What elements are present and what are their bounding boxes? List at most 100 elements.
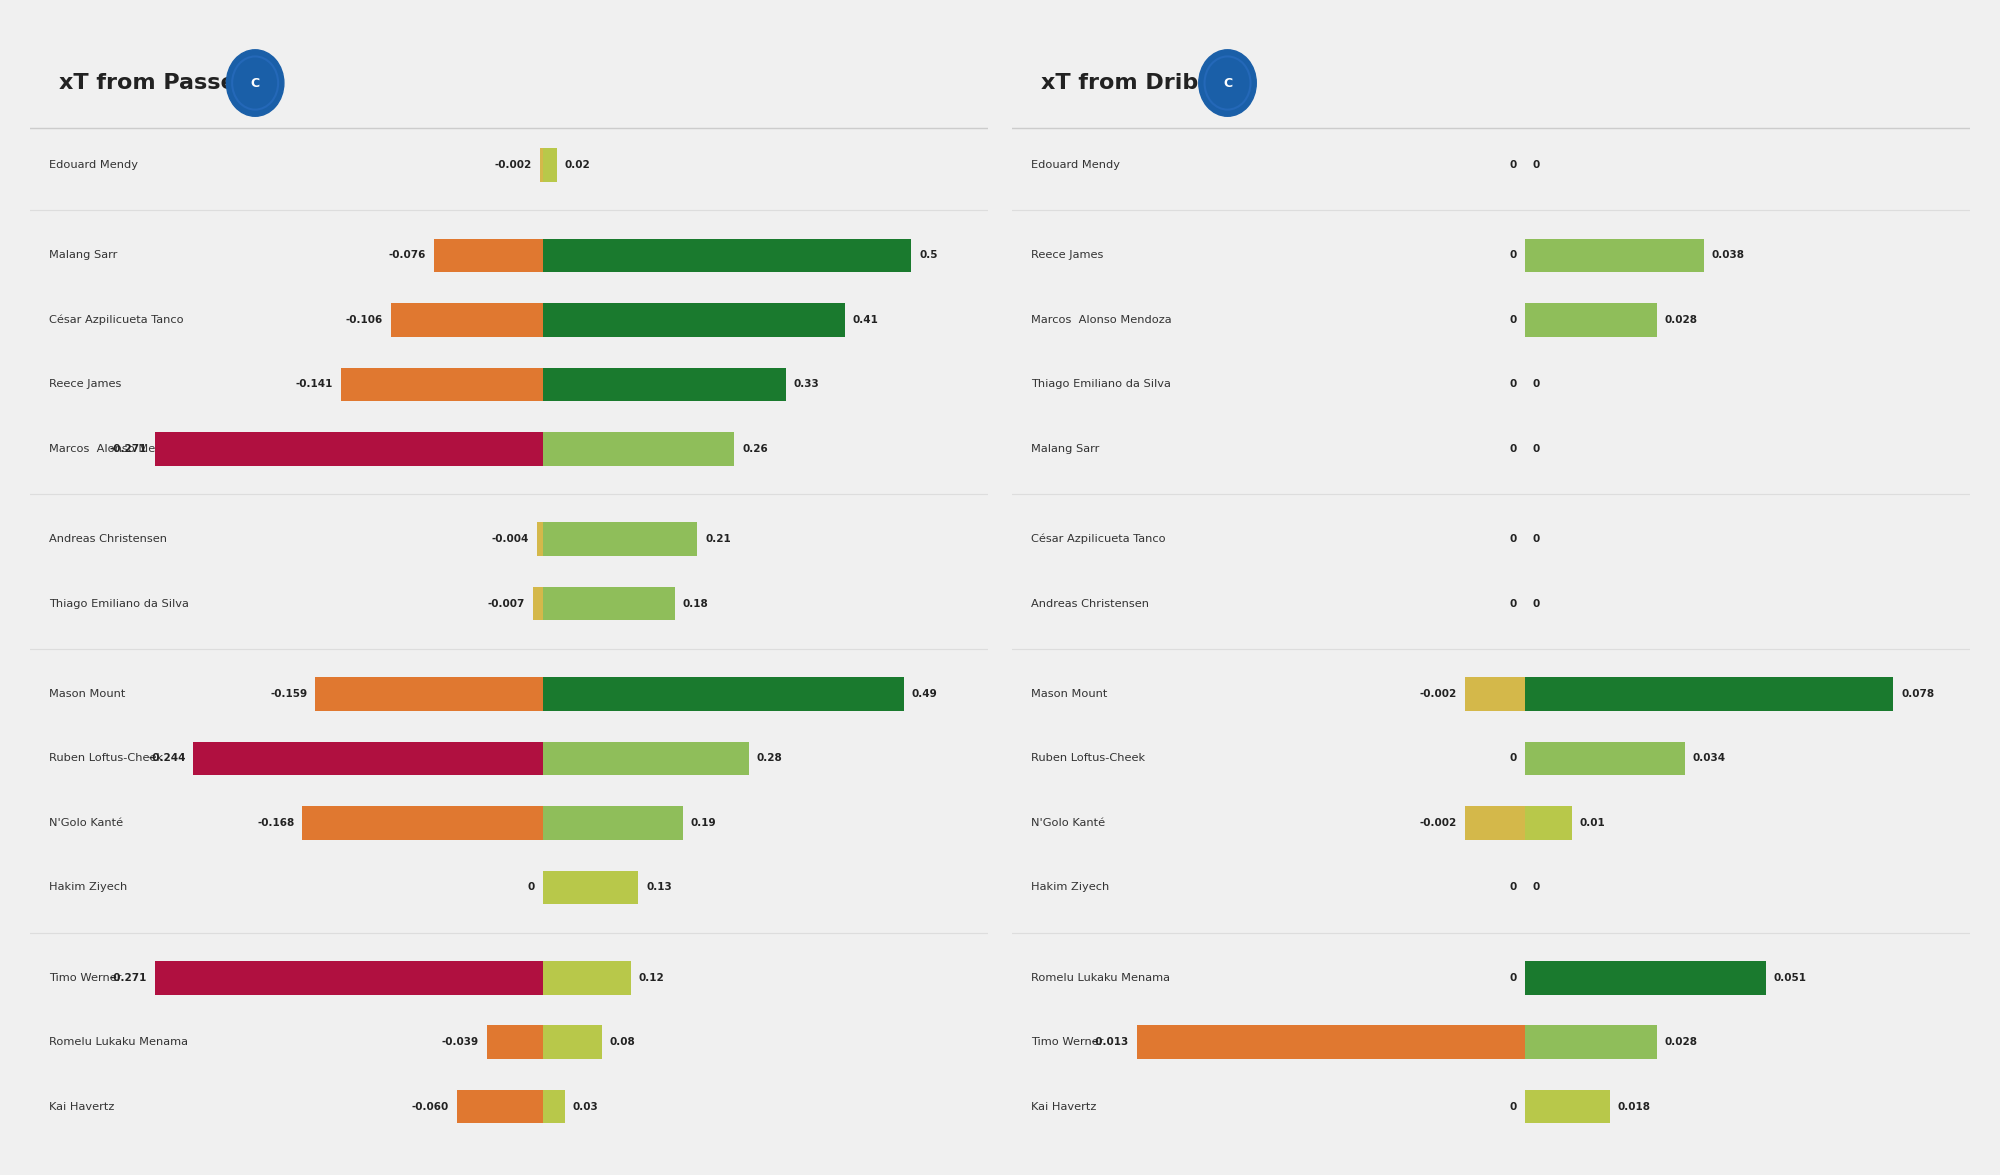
Text: 0.028: 0.028 [1664,315,1698,325]
Text: Malang Sarr: Malang Sarr [50,250,118,261]
Bar [302,806,542,840]
Text: 0: 0 [1510,160,1516,170]
Text: 0: 0 [1510,599,1516,609]
Text: Romelu Lukaku Menama: Romelu Lukaku Menama [1032,973,1170,982]
Text: 0: 0 [1510,1102,1516,1112]
Text: -0.060: -0.060 [412,1102,448,1112]
Text: 0: 0 [1510,973,1516,982]
Text: C: C [1222,76,1232,89]
Bar [1524,961,1766,994]
Bar [1524,1090,1610,1123]
Text: 0.02: 0.02 [564,160,590,170]
Bar [542,368,786,401]
Text: C: C [250,76,260,89]
Text: Timo Werner: Timo Werner [1032,1038,1104,1047]
Text: Ruben Loftus-Cheek: Ruben Loftus-Cheek [1032,753,1146,764]
Text: 0.5: 0.5 [920,250,938,261]
Text: N'Golo Kanté: N'Golo Kanté [50,818,124,828]
Text: -0.168: -0.168 [258,818,294,828]
Text: -0.039: -0.039 [442,1038,480,1047]
Text: 0.21: 0.21 [706,535,730,544]
Text: Edouard Mendy: Edouard Mendy [1032,160,1120,170]
Bar [542,148,558,182]
Text: Andreas Christensen: Andreas Christensen [1032,599,1150,609]
Circle shape [1198,49,1256,116]
Bar [542,588,676,620]
Text: 0: 0 [1532,599,1540,609]
Text: Kai Havertz: Kai Havertz [50,1102,114,1112]
Bar [1524,677,1894,711]
Text: -0.141: -0.141 [296,380,334,389]
Bar [1524,239,1704,273]
Text: -0.106: -0.106 [346,315,384,325]
Text: 0: 0 [1510,535,1516,544]
Bar [456,1090,542,1123]
Bar [1524,303,1656,337]
Text: 0: 0 [528,882,534,893]
Text: Marcos  Alonso Mendoza: Marcos Alonso Mendoza [1032,315,1172,325]
Bar [542,1090,564,1123]
Bar [340,368,542,401]
Text: 0: 0 [1532,444,1540,454]
Text: 0.078: 0.078 [1902,689,1934,699]
Text: -0.159: -0.159 [270,689,308,699]
Text: -0.007: -0.007 [488,599,524,609]
Text: 0.26: 0.26 [742,444,768,454]
Text: 0.03: 0.03 [572,1102,598,1112]
Circle shape [226,49,284,116]
Bar [542,677,904,711]
Bar [1464,806,1524,840]
Text: 0: 0 [1510,250,1516,261]
Bar [1524,806,1572,840]
Text: Reece James: Reece James [50,380,122,389]
Text: 0.051: 0.051 [1774,973,1806,982]
Text: Thiago Emiliano da Silva: Thiago Emiliano da Silva [50,599,190,609]
Text: 0.28: 0.28 [756,753,782,764]
Text: 0: 0 [1510,882,1516,893]
Bar [1136,1026,1524,1059]
Text: 0: 0 [1532,535,1540,544]
Text: -0.002: -0.002 [1420,689,1458,699]
Text: 0.33: 0.33 [794,380,820,389]
Text: 0: 0 [1532,160,1540,170]
Text: -0.244: -0.244 [148,753,186,764]
Bar [542,806,682,840]
Text: Hakim Ziyech: Hakim Ziyech [1032,882,1110,893]
Bar [536,523,542,556]
Text: Romelu Lukaku Menama: Romelu Lukaku Menama [50,1038,188,1047]
Bar [314,677,542,711]
Text: Mason Mount: Mason Mount [50,689,126,699]
Text: Hakim Ziyech: Hakim Ziyech [50,882,128,893]
Text: 0: 0 [1510,753,1516,764]
Bar [1524,1026,1656,1059]
Text: Thiago Emiliano da Silva: Thiago Emiliano da Silva [1032,380,1172,389]
Text: -0.271: -0.271 [110,444,146,454]
Bar [1464,677,1524,711]
Text: Ruben Loftus-Cheek: Ruben Loftus-Cheek [50,753,164,764]
Text: 0.13: 0.13 [646,882,672,893]
Bar [542,303,844,337]
Text: -0.002: -0.002 [494,160,532,170]
Text: 0: 0 [1532,882,1540,893]
Text: 0: 0 [1532,380,1540,389]
Bar [486,1026,542,1059]
Bar [542,523,698,556]
Text: 0.01: 0.01 [1580,818,1606,828]
Bar [390,303,542,337]
Text: Mason Mount: Mason Mount [1032,689,1108,699]
Text: 0.12: 0.12 [638,973,664,982]
Text: 0.038: 0.038 [1712,250,1744,261]
Text: Edouard Mendy: Edouard Mendy [50,160,138,170]
Text: xT from Dribbles: xT from Dribbles [1040,73,1250,93]
Text: Reece James: Reece James [1032,250,1104,261]
Bar [434,239,542,273]
Text: Timo Werner: Timo Werner [50,973,122,982]
Bar [194,741,542,776]
Text: 0.41: 0.41 [852,315,878,325]
Text: -0.271: -0.271 [110,973,146,982]
Text: 0.028: 0.028 [1664,1038,1698,1047]
Text: César Azpilicueta Tanco: César Azpilicueta Tanco [1032,533,1166,544]
Text: 0.18: 0.18 [682,599,708,609]
Text: 0.018: 0.018 [1618,1102,1650,1112]
Text: Kai Havertz: Kai Havertz [1032,1102,1096,1112]
